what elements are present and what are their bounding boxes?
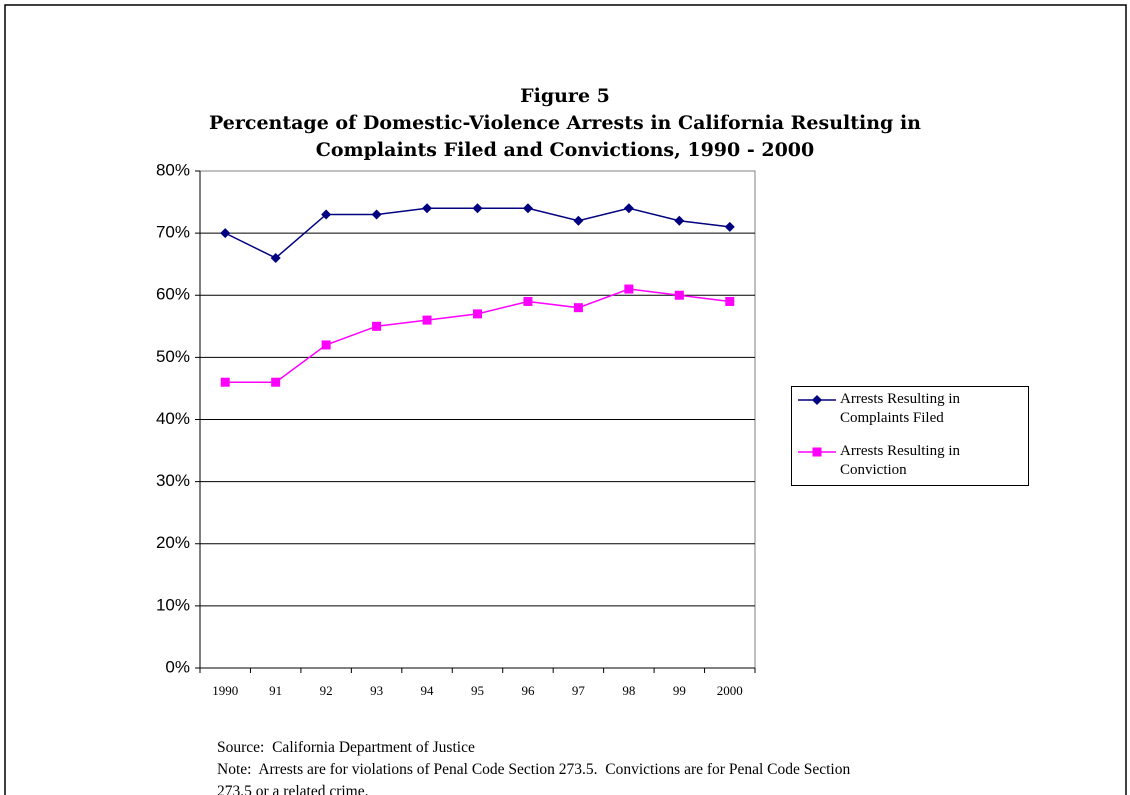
marker	[523, 296, 533, 306]
marker	[321, 209, 332, 220]
marker	[220, 377, 230, 387]
source: Source: California Department of Justice	[217, 739, 475, 756]
marker	[422, 315, 432, 325]
y-tick-label: 70%	[156, 223, 190, 242]
marker	[422, 203, 433, 214]
x-tick-label: 99	[673, 683, 686, 698]
x-tick-label: 1990	[212, 683, 238, 698]
marker	[321, 340, 331, 350]
marker	[573, 215, 584, 226]
frame	[4, 4, 1127, 795]
marker	[473, 309, 482, 319]
marker	[371, 209, 382, 220]
marker	[674, 290, 684, 300]
marker	[472, 203, 483, 214]
marker	[522, 203, 533, 214]
legend: Arrests Resulting in Complaints Filed Ar…	[791, 386, 1029, 486]
y-tick-label: 50%	[156, 347, 190, 366]
x-tick-label: 97	[572, 683, 586, 698]
x-tick-label: 96	[521, 683, 535, 698]
marker	[270, 252, 281, 263]
marker	[674, 215, 685, 226]
chart-title: Percentage of Domestic-Violence Arrests …	[209, 112, 921, 161]
legend-label: Arrests Resulting in Complaints Filed	[840, 391, 960, 426]
x-tick-label: 2000	[717, 683, 743, 698]
x-tick-label: 93	[370, 683, 383, 698]
figure-label: Figure 5	[520, 85, 610, 107]
y-tick-label: 30%	[156, 471, 190, 490]
x-tick-label: 92	[320, 683, 333, 698]
marker	[623, 203, 634, 214]
marker	[624, 284, 634, 294]
marker	[220, 228, 231, 239]
marker	[372, 321, 382, 331]
x-tick-label: 98	[622, 683, 635, 698]
x-tick-label: 94	[421, 683, 435, 698]
x-tick-label: 91	[269, 683, 282, 698]
marker	[812, 447, 822, 457]
x-tick-label: 95	[471, 683, 484, 698]
marker	[271, 377, 281, 387]
marker	[812, 395, 822, 405]
y-tick-label: 80%	[156, 160, 190, 179]
y-tick-label: 10%	[156, 595, 190, 614]
legend-symbols	[798, 395, 836, 457]
note: Note: Arrests are for violations of Pena…	[217, 761, 855, 795]
marker	[724, 221, 735, 232]
plot: 0% 10% 20% 30% 40% 50% 60% 70% 80% 1990 91 92 93 94 95…	[156, 160, 756, 698]
y-tick-label: 60%	[156, 285, 190, 304]
marker	[725, 296, 735, 306]
marker	[573, 303, 583, 313]
y-tick-label: 40%	[156, 409, 190, 428]
legend-label: Arrests Resulting in Conviction	[840, 443, 960, 478]
y-tick-label: 0%	[165, 657, 190, 676]
y-tick-label: 20%	[156, 533, 190, 552]
